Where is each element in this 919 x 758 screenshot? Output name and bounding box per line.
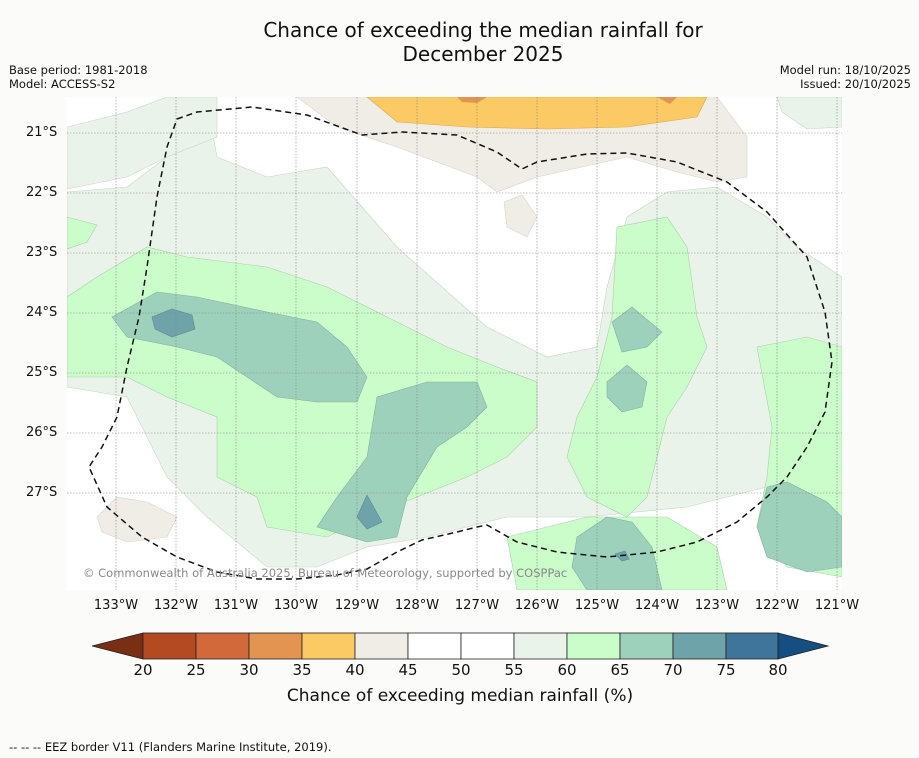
contour-40-45-southwest xyxy=(96,496,178,543)
colorbar xyxy=(92,632,830,660)
lon-label-127w: 127°W xyxy=(454,598,500,613)
lon-label-129w: 129°W xyxy=(334,598,380,613)
map-title: Chance of exceeding the median rainfall … xyxy=(200,18,766,66)
lat-label-25s: 25°S xyxy=(26,365,58,380)
colorbar-segment-70-75 xyxy=(672,632,727,660)
colorbar-segment-30-35 xyxy=(248,632,303,660)
contour-60-65-northwest xyxy=(67,216,98,250)
run-info: Model run: 18/10/2025 Issued: 20/10/2025 xyxy=(780,63,911,91)
lon-label-132w: 132°W xyxy=(153,598,199,613)
contour-55-60-topright xyxy=(776,97,842,130)
lat-label-21s: 21°S xyxy=(26,125,58,140)
colorbar-tick-55: 55 xyxy=(504,661,524,679)
issued-text: Issued: 20/10/2025 xyxy=(800,77,911,91)
base-period-text: Base period: 1981-2018 xyxy=(9,63,148,77)
lon-label-121w: 121°W xyxy=(814,598,860,613)
colorbar-tick-20: 20 xyxy=(133,661,153,679)
lon-label-122w: 122°W xyxy=(754,598,800,613)
colorbar-segment-65-70 xyxy=(619,632,674,660)
colorbar-tick-40: 40 xyxy=(345,661,365,679)
colorbar-tick-60: 60 xyxy=(557,661,577,679)
title-line-2: December 2025 xyxy=(402,42,564,66)
colorbar-tick-30: 30 xyxy=(239,661,259,679)
lon-label-125w: 125°W xyxy=(574,598,620,613)
contour-65-70-central-b xyxy=(606,364,648,413)
contour-65-70-central-a xyxy=(611,306,663,353)
longitude-gridlines xyxy=(115,97,838,590)
eez-border xyxy=(88,106,833,580)
lat-label-26s: 26°S xyxy=(26,425,58,440)
model-info: Base period: 1981-2018 Model: ACCESS-S2 xyxy=(9,63,148,91)
eez-border-footnote: -- -- -- EEZ border V11 (Flanders Marine… xyxy=(9,740,332,754)
colorbar-title: Chance of exceeding median rainfall (%) xyxy=(286,686,634,706)
colorbar-tick-80: 80 xyxy=(768,661,788,679)
lat-label-24s: 24°S xyxy=(26,305,58,320)
model-run-text: Model run: 18/10/2025 xyxy=(779,63,911,77)
contour-60-65-central xyxy=(566,216,708,518)
lon-label-131w: 131°W xyxy=(213,598,259,613)
contour-70-75-b xyxy=(356,494,383,530)
lat-label-23s: 23°S xyxy=(26,245,58,260)
colorbar-segment-35-40 xyxy=(301,632,356,660)
colorbar-segment-50-55 xyxy=(460,632,515,660)
contour-40-45-middle xyxy=(503,194,538,238)
lon-label-133w: 133°W xyxy=(93,598,139,613)
colorbar-tick-45: 45 xyxy=(398,661,418,679)
latitude-gridlines xyxy=(67,132,842,494)
contour-70-75-a xyxy=(151,308,196,338)
colorbar-tick-50: 50 xyxy=(451,661,471,679)
colorbar-tick-75: 75 xyxy=(716,661,736,679)
colorbar-tick-35: 35 xyxy=(292,661,312,679)
colorbar-segment-20-25 xyxy=(142,632,197,660)
lat-label-22s: 22°S xyxy=(26,185,58,200)
lon-label-123w: 123°W xyxy=(694,598,740,613)
colorbar-tick-25: 25 xyxy=(186,661,206,679)
colorbar-segment-25-30 xyxy=(195,632,250,660)
colorbar-tick-65: 65 xyxy=(610,661,630,679)
rainfall-map: © Commonwealth of Australia 2025, Bureau… xyxy=(67,97,842,590)
copyright-text: © Commonwealth of Australia 2025, Bureau… xyxy=(83,566,568,580)
contour-65-70-east xyxy=(756,481,842,573)
colorbar-tick-70: 70 xyxy=(663,661,683,679)
lon-label-126w: 126°W xyxy=(514,598,560,613)
contour-55-60-topleft xyxy=(67,97,218,190)
colorbar-segment-45-50 xyxy=(407,632,462,660)
colorbar-segment-55-60 xyxy=(513,632,568,660)
lon-label-128w: 128°W xyxy=(394,598,440,613)
contour-30-35-b xyxy=(657,97,677,104)
colorbar-segment-below-20 xyxy=(92,632,144,660)
title-line-1: Chance of exceeding the median rainfall … xyxy=(263,18,703,42)
colorbar-segment-75-80 xyxy=(725,632,779,660)
contour-30-35-a xyxy=(457,97,487,103)
map-svg xyxy=(67,97,842,590)
colorbar-segment-above-80 xyxy=(777,632,830,660)
model-text: Model: ACCESS-S2 xyxy=(9,77,116,91)
colorbar-segment-60-65 xyxy=(566,632,621,660)
colorbar-segment-40-45 xyxy=(354,632,409,660)
lat-label-27s: 27°S xyxy=(26,485,58,500)
lon-label-130w: 130°W xyxy=(273,598,319,613)
lon-label-124w: 124°W xyxy=(634,598,680,613)
